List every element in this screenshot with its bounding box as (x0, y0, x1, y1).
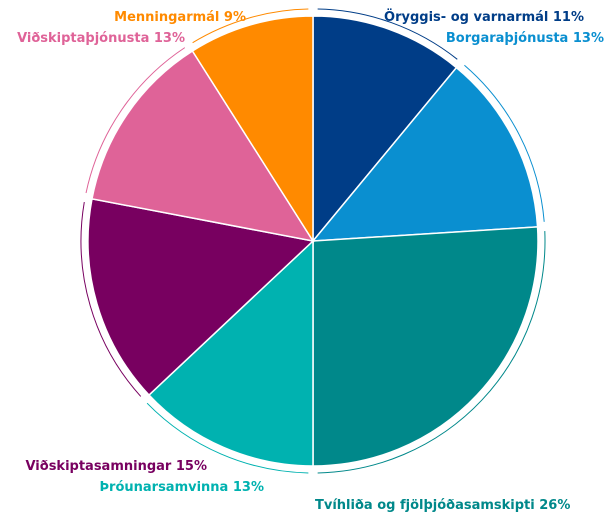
slice-label: Borgaraþjónusta 13% (446, 31, 604, 46)
slice-name: Viðskiptasamningar (25, 459, 171, 474)
slice-label: Þróunarsamvinna 13% (99, 480, 264, 495)
slice-name: Menningarmál (114, 10, 219, 25)
leader-arc (146, 402, 309, 474)
slice-label: Tvíhliða og fjölþjóðasamskipti 26% (315, 498, 570, 513)
slice-name: Tvíhliða og fjölþjóðasamskipti (315, 498, 535, 513)
leader-arc (317, 231, 546, 474)
slice-value: 15% (176, 459, 207, 474)
slice-value: 13% (233, 480, 264, 495)
leader-arc (85, 47, 186, 194)
leader-arc (317, 8, 458, 60)
pie-slice (312, 226, 539, 467)
pie-slice (87, 197, 315, 397)
slice-label: Viðskiptaþjónusta 13% (17, 31, 185, 46)
slice-value: 13% (154, 31, 185, 46)
leader-arc (80, 202, 142, 397)
pie-slice (311, 66, 539, 242)
slice-label: Viðskiptasamningar 15% (25, 459, 207, 474)
pie-slice (91, 49, 315, 243)
leader-arc (464, 64, 545, 222)
slice-value: 9% (224, 10, 246, 25)
slice-label: Menningarmál 9% (114, 10, 246, 25)
slice-name: Borgaraþjónusta (446, 31, 568, 46)
slice-value: 26% (539, 498, 570, 513)
slice-value: 11% (553, 10, 584, 25)
slice-label: Öryggis- og varnarmál 11% (384, 9, 584, 25)
slice-value: 13% (573, 31, 604, 46)
pie-slice (147, 239, 314, 467)
pie-slice (312, 15, 458, 244)
slice-name: Öryggis- og varnarmál (384, 9, 548, 25)
pie-slice (191, 15, 314, 244)
slice-name: Þróunarsamvinna (99, 480, 228, 495)
slice-name: Viðskiptaþjónusta (17, 31, 149, 46)
leader-arc (192, 8, 309, 44)
